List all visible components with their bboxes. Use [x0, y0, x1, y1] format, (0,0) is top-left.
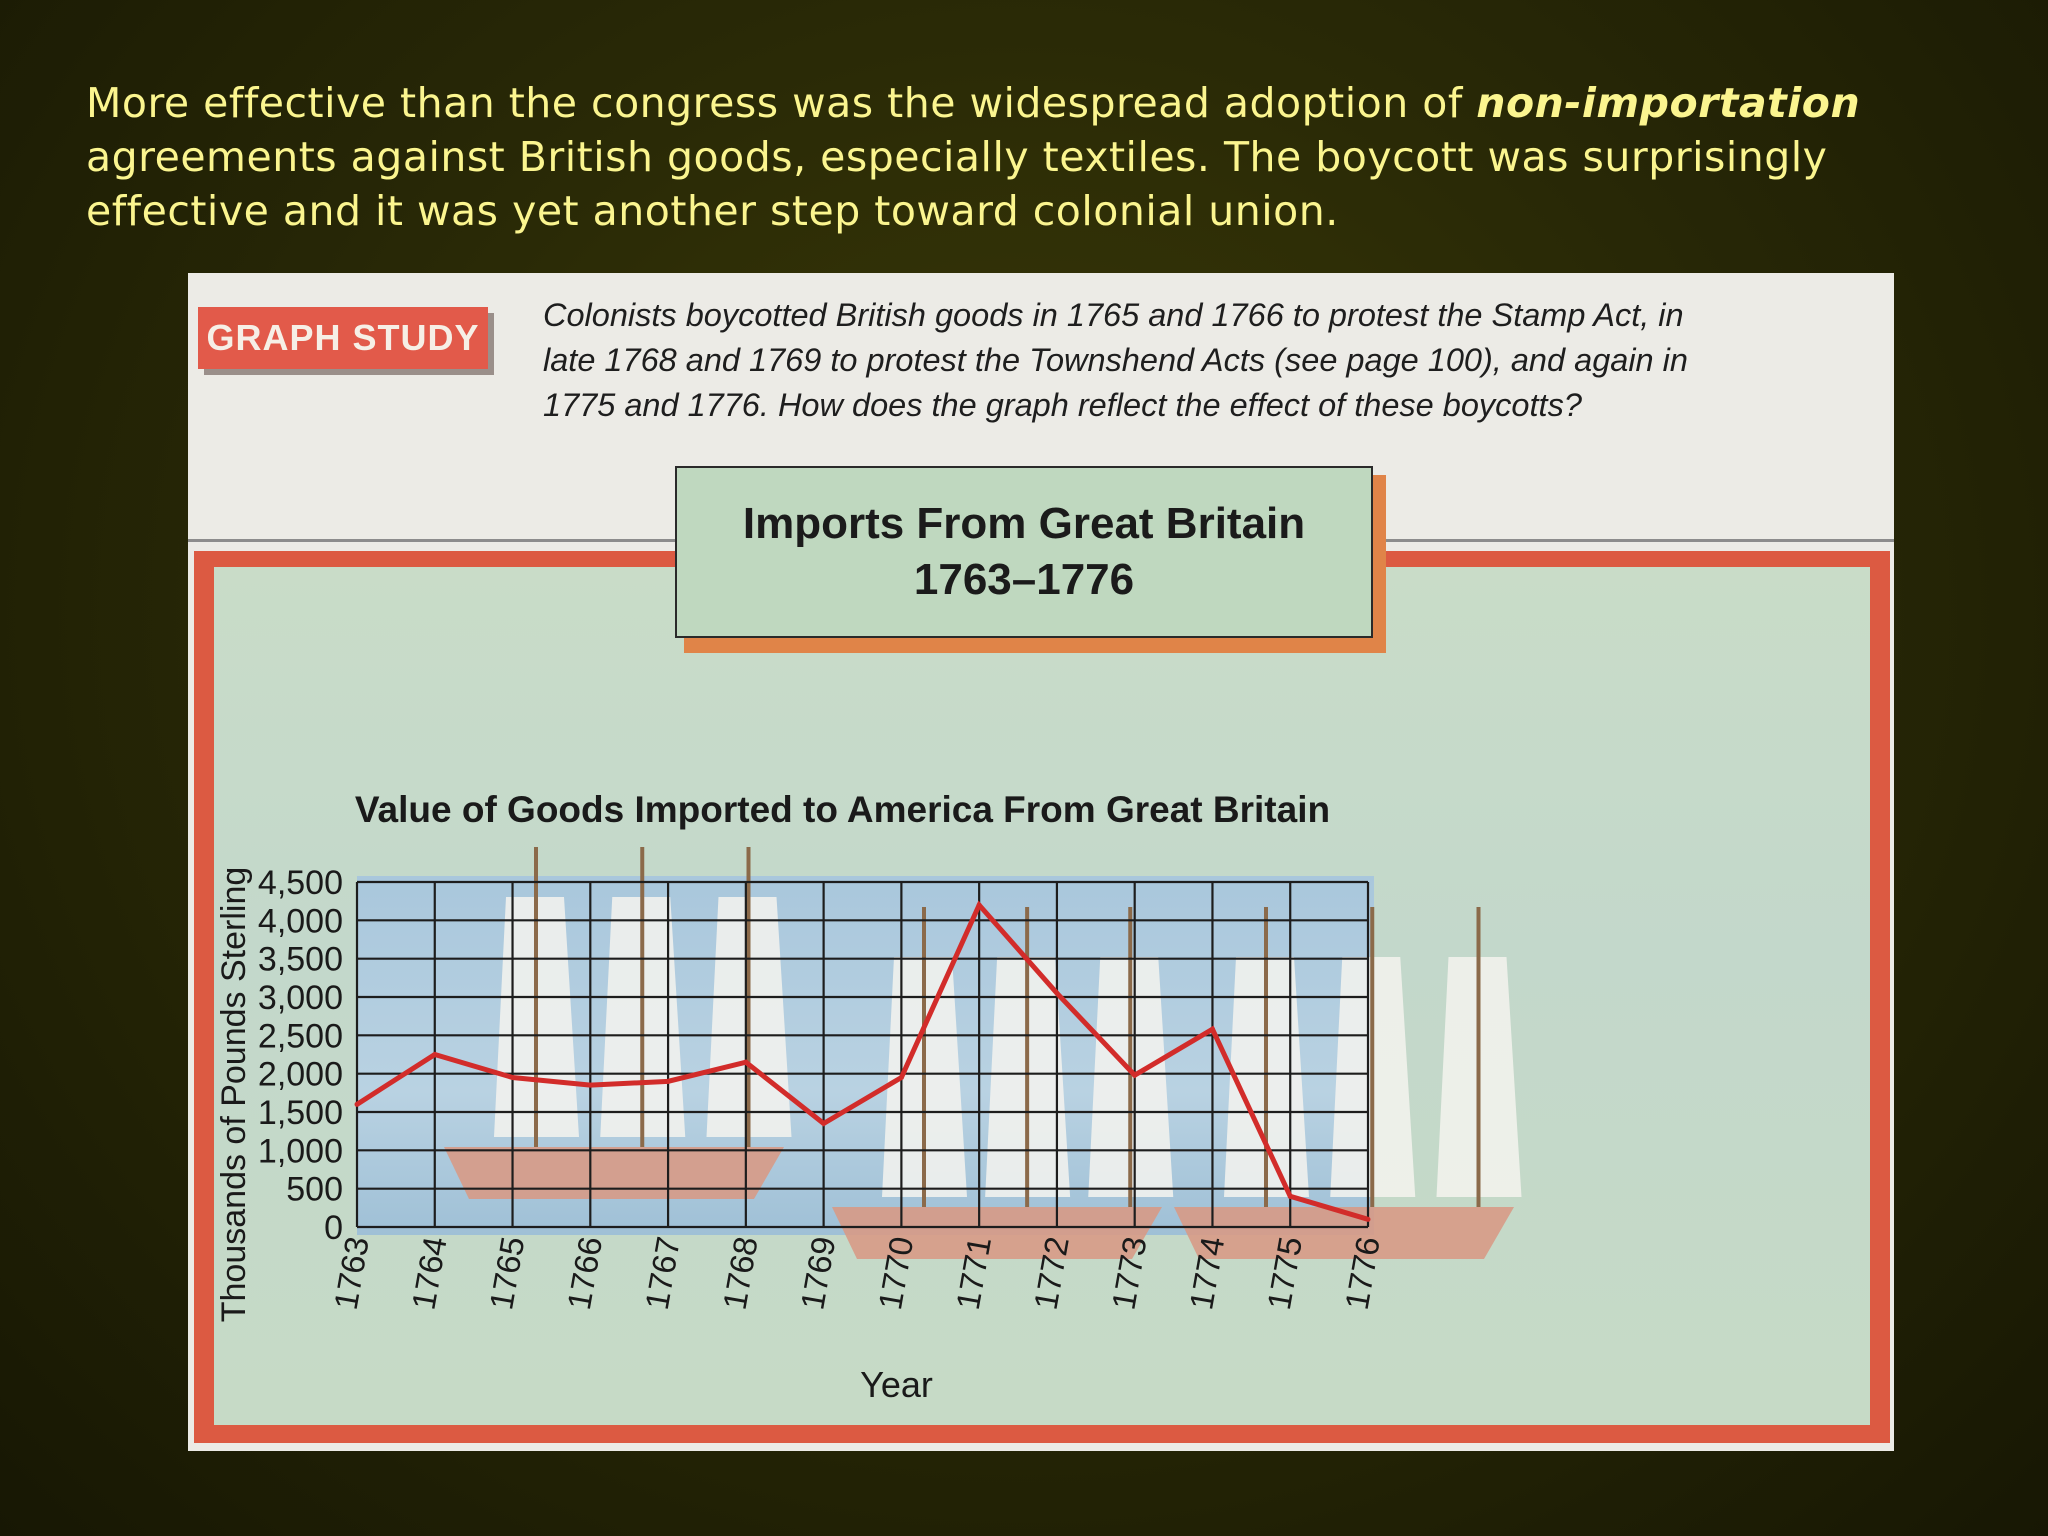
y-tick-label: 2,000	[258, 1056, 343, 1094]
data-point	[1365, 1216, 1371, 1222]
data-point	[432, 1052, 438, 1057]
caption-line-1-text: More effective than the congress was the…	[86, 79, 1477, 127]
y-tick-label: 2,500	[258, 1017, 343, 1055]
y-tick-label: 4,000	[258, 902, 343, 940]
caption-line-2: agreements against British goods, especi…	[86, 133, 1828, 181]
data-point	[976, 902, 982, 908]
caption-line-1: More effective than the congress was the…	[86, 76, 1986, 130]
x-axis-label: Year	[860, 1364, 933, 1405]
x-tick-label: 1766	[560, 1234, 609, 1313]
chart-title-box: Imports From Great Britain 1763–1776	[675, 466, 1373, 638]
textbook-figure: GRAPH STUDY Colonists boycotted British …	[188, 273, 1894, 1451]
x-tick-label: 1774	[1182, 1234, 1231, 1313]
data-point	[821, 1121, 827, 1126]
graph-study-line-1: Colonists boycotted British goods in 176…	[543, 297, 1684, 333]
y-tick-label: 3,000	[258, 979, 343, 1017]
y-tick-label: 4,500	[258, 864, 343, 902]
data-point	[898, 1075, 904, 1080]
caption-emphasis: non-importation	[1476, 79, 1861, 127]
data-point	[510, 1075, 516, 1080]
y-tick-label: 0	[324, 1209, 343, 1247]
y-axis-ticks: 05001,0001,5002,0002,5003,0003,5004,0004…	[258, 864, 343, 1247]
y-axis-label: Thousands of Pounds Sterling	[215, 867, 253, 1323]
graph-study-line-3: 1775 and 1776. How does the graph reflec…	[543, 387, 1582, 423]
ship-hull-3	[1174, 1207, 1514, 1259]
x-tick-label: 1768	[716, 1234, 765, 1313]
x-tick-label: 1765	[482, 1234, 531, 1313]
graph-study-tab: GRAPH STUDY	[198, 307, 488, 369]
y-tick-label: 3,500	[258, 941, 343, 979]
title-box-line-2: 1763–1776	[913, 555, 1135, 604]
chart-title: Value of Goods Imported to America From …	[355, 789, 1330, 830]
data-point	[1287, 1193, 1293, 1199]
ship-hull-2	[832, 1207, 1162, 1259]
data-point	[587, 1082, 593, 1088]
chart-frame: 0 500 1,000 1,500 2,000 2,500 3,000 3,500 4,000 4…	[194, 551, 1890, 1443]
chart-panel: 0 500 1,000 1,500 2,000 2,500 3,000 3,500 4,000 4…	[214, 567, 1870, 1425]
line-chart: 05001,0001,5002,0002,5003,0003,5004,0004…	[215, 789, 1522, 1405]
graph-study-line-2: late 1768 and 1769 to protest the Townsh…	[543, 342, 1688, 378]
y-tick-label: 1,000	[258, 1132, 343, 1170]
data-point	[1132, 1072, 1138, 1078]
x-tick-label: 1764	[404, 1234, 453, 1313]
y-tick-label: 500	[286, 1171, 343, 1209]
caption-line-3: effective and it was yet another step to…	[86, 187, 1339, 235]
y-tick-label: 1,500	[258, 1094, 343, 1132]
x-tick-label: 1767	[638, 1234, 687, 1313]
data-point	[1209, 1026, 1215, 1032]
data-point	[665, 1078, 671, 1084]
grid-lines	[355, 880, 1370, 1229]
graph-study-text: Colonists boycotted British goods in 176…	[543, 293, 1883, 428]
data-point	[354, 1101, 360, 1107]
data-point	[1054, 990, 1060, 996]
series-line	[355, 900, 1369, 1222]
series-layer	[354, 900, 1371, 1222]
data-point	[743, 1059, 749, 1065]
caption-text: More effective than the congress was the…	[86, 76, 1986, 238]
ship-hull-1	[444, 1147, 784, 1199]
title-box-line-1: Imports From Great Britain	[742, 499, 1306, 548]
x-tick-label: 1769	[793, 1234, 842, 1313]
